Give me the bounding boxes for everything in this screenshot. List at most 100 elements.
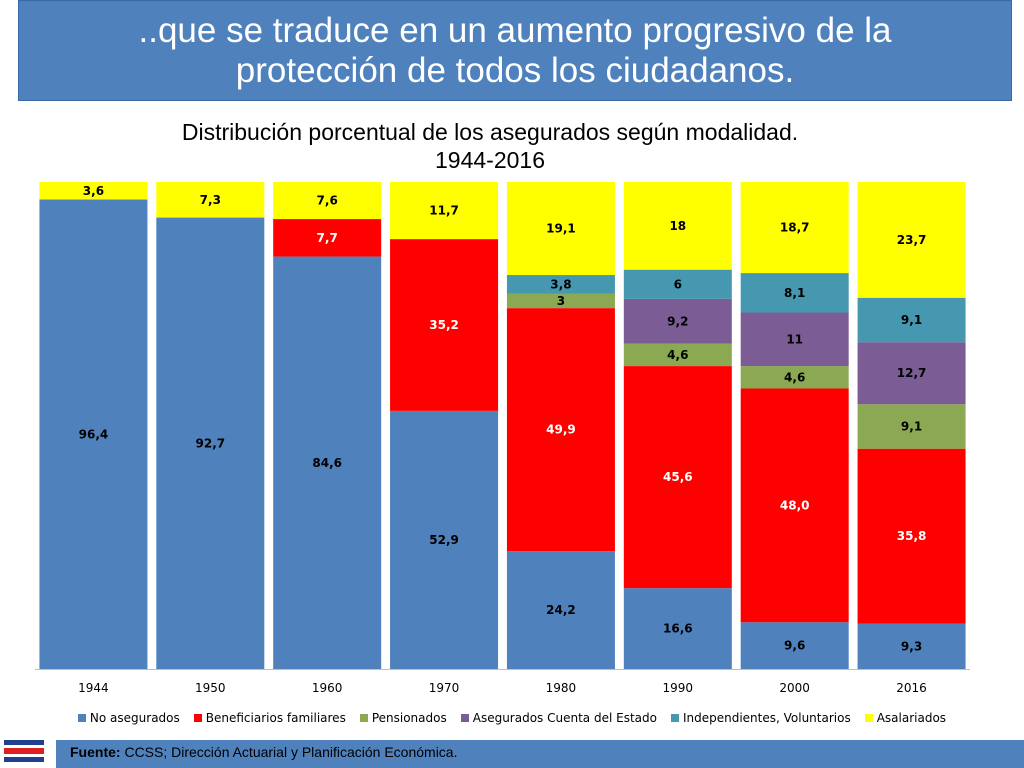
data-label-pensionados-1980: 3 bbox=[557, 294, 565, 308]
chart-legend: No asegurados Beneficiarios familiares Pen… bbox=[0, 709, 1024, 727]
bar-pensionados-1990 bbox=[623, 343, 732, 367]
bar-asalariados-1990 bbox=[623, 182, 732, 270]
stacked-bar-chart: 96,4 3,6 1944 92,7 7,3 1950 84,6 7,7 7,6 1960 52,9… bbox=[35, 182, 970, 695]
legend-label-pensionados: Pensionados bbox=[371, 711, 447, 725]
data-label-asalariados-1970: 11,7 bbox=[429, 204, 459, 218]
legend-swatch-beneficiarios-familiares bbox=[193, 714, 202, 722]
footer-source: Fuente: CCSS; Dirección Actuarial y Plan… bbox=[70, 744, 457, 760]
data-label-asalariados-1990: 18 bbox=[669, 219, 686, 233]
data-label-asegurados-cuenta-del-estado-1990: 9,2 bbox=[667, 314, 688, 328]
data-label-asegurados-cuenta-del-estado-2016: 12,7 bbox=[897, 366, 927, 380]
bar-no-asegurados-1950 bbox=[156, 217, 265, 669]
x-tick-label-1980: 1980 bbox=[546, 681, 577, 695]
bar-no-asegurados-1990 bbox=[623, 588, 732, 669]
x-tick-label-1970: 1970 bbox=[429, 681, 460, 695]
bar-no-asegurados-1944 bbox=[39, 199, 148, 670]
bar-asalariados-1950 bbox=[156, 182, 265, 218]
legend-label-asegurados-cuenta-del-estado: Asegurados Cuenta del Estado bbox=[472, 711, 657, 725]
data-label-no-asegurados-1950: 92,7 bbox=[196, 436, 226, 450]
data-label-no-asegurados-1960: 84,6 bbox=[312, 456, 342, 470]
bar-asegurados-cuenta-del-estado-1990 bbox=[623, 298, 732, 344]
data-label-asalariados-1960: 7,6 bbox=[317, 194, 338, 208]
x-tick-label-1990: 1990 bbox=[663, 681, 694, 695]
x-tick-label-1960: 1960 bbox=[312, 681, 343, 695]
bar-asalariados-1970 bbox=[390, 182, 499, 240]
data-label-independientes-voluntarios-1990: 6 bbox=[674, 277, 682, 291]
footer-source-label: Fuente: bbox=[70, 744, 121, 760]
x-tick-label-1944: 1944 bbox=[78, 681, 109, 695]
legend-swatch-pensionados bbox=[359, 714, 368, 722]
data-label-pensionados-2016: 9,1 bbox=[901, 419, 922, 433]
data-label-no-asegurados-1944: 96,4 bbox=[79, 427, 109, 441]
bar-beneficiarios-familiares-1970 bbox=[390, 239, 499, 411]
legend-label-no-asegurados: No asegurados bbox=[89, 711, 180, 725]
bar-pensionados-2016 bbox=[857, 404, 966, 449]
legend-item-beneficiarios-familiares: Beneficiarios familiares bbox=[193, 709, 346, 727]
costa-rica-flag-icon bbox=[4, 740, 44, 766]
slide-title: ..que se traduce en un aumento progresiv… bbox=[138, 10, 892, 90]
data-label-no-asegurados-1970: 52,9 bbox=[429, 533, 459, 547]
legend-item-no-asegurados: No asegurados bbox=[77, 709, 180, 727]
data-label-asalariados-2000: 18,7 bbox=[780, 221, 810, 235]
data-label-no-asegurados-1990: 16,6 bbox=[663, 622, 693, 636]
bar-beneficiarios-familiares-1980 bbox=[506, 308, 615, 552]
bar-no-asegurados-2016 bbox=[857, 623, 966, 669]
data-label-beneficiarios-familiares-1980: 49,9 bbox=[546, 423, 576, 437]
bar-independientes-voluntarios-1980 bbox=[506, 275, 615, 294]
data-label-no-asegurados-2016: 9,3 bbox=[901, 639, 922, 653]
data-label-pensionados-1990: 4,6 bbox=[667, 348, 688, 362]
data-label-beneficiarios-familiares-2000: 48,0 bbox=[780, 498, 810, 512]
legend-swatch-asalariados bbox=[864, 714, 873, 722]
footer-source-text: CCSS; Dirección Actuarial y Planificació… bbox=[120, 744, 458, 760]
bar-no-asegurados-1960 bbox=[273, 256, 382, 669]
bar-asalariados-1980 bbox=[506, 182, 615, 276]
legend-swatch-independientes-voluntarios bbox=[670, 714, 679, 722]
bar-no-asegurados-1970 bbox=[390, 410, 499, 669]
data-label-beneficiarios-familiares-1960: 7,7 bbox=[317, 231, 338, 245]
legend-label-asalariados: Asalariados bbox=[876, 711, 947, 725]
bar-beneficiarios-familiares-2000 bbox=[740, 388, 849, 623]
bar-beneficiarios-familiares-1990 bbox=[623, 366, 732, 589]
legend-label-independientes-voluntarios: Independientes, Voluntarios bbox=[682, 711, 851, 725]
legend-item-asalariados: Asalariados bbox=[864, 709, 947, 727]
bar-beneficiarios-familiares-2016 bbox=[857, 448, 966, 624]
bar-asalariados-2000 bbox=[740, 182, 849, 274]
data-label-asalariados-1944: 3,6 bbox=[83, 184, 104, 198]
legend-item-pensionados: Pensionados bbox=[359, 709, 447, 727]
data-label-asegurados-cuenta-del-estado-2000: 11 bbox=[786, 332, 803, 346]
data-label-asalariados-1980: 19,1 bbox=[546, 222, 576, 236]
data-label-no-asegurados-2000: 9,6 bbox=[784, 639, 805, 653]
legend-label-beneficiarios-familiares: Beneficiarios familiares bbox=[205, 711, 346, 725]
legend-item-independientes-voluntarios: Independientes, Voluntarios bbox=[670, 709, 851, 727]
data-label-no-asegurados-1980: 24,2 bbox=[546, 603, 576, 617]
bar-asalariados-1944 bbox=[39, 182, 148, 200]
bar-asegurados-cuenta-del-estado-2016 bbox=[857, 342, 966, 405]
bar-pensionados-1980 bbox=[506, 293, 615, 309]
data-label-asalariados-2016: 23,7 bbox=[897, 233, 927, 247]
x-tick-label-2000: 2000 bbox=[779, 681, 810, 695]
legend-swatch-asegurados-cuenta-del-estado bbox=[460, 714, 469, 722]
x-tick-label-2016: 2016 bbox=[896, 681, 927, 695]
chart-title: Distribución porcentual de los asegurado… bbox=[181, 119, 799, 173]
data-label-independientes-voluntarios-2016: 9,1 bbox=[901, 313, 922, 327]
data-label-beneficiarios-familiares-1970: 35,2 bbox=[429, 318, 459, 332]
data-label-independientes-voluntarios-1980: 3,8 bbox=[550, 277, 571, 291]
bar-pensionados-2000 bbox=[740, 366, 849, 389]
data-label-independientes-voluntarios-2000: 8,1 bbox=[784, 286, 805, 300]
bar-independientes-voluntarios-2016 bbox=[857, 297, 966, 343]
legend-swatch-no-asegurados bbox=[77, 714, 86, 722]
bar-no-asegurados-1980 bbox=[506, 551, 615, 669]
title-banner: ..que se traduce en un aumento progresiv… bbox=[18, 0, 1012, 101]
footer-bar bbox=[56, 740, 1024, 768]
bar-asalariados-1960 bbox=[273, 182, 382, 220]
bar-beneficiarios-familiares-1960 bbox=[273, 219, 382, 257]
data-label-beneficiarios-familiares-1990: 45,6 bbox=[663, 470, 693, 484]
bar-no-asegurados-2000 bbox=[740, 622, 849, 669]
bar-asegurados-cuenta-del-estado-2000 bbox=[740, 312, 849, 367]
bar-independientes-voluntarios-2000 bbox=[740, 273, 849, 313]
bar-asalariados-2016 bbox=[857, 182, 966, 298]
bar-independientes-voluntarios-1990 bbox=[623, 269, 732, 299]
data-label-beneficiarios-familiares-2016: 35,8 bbox=[897, 529, 927, 543]
x-tick-label-1950: 1950 bbox=[195, 681, 226, 695]
data-label-asalariados-1950: 7,3 bbox=[200, 193, 221, 207]
